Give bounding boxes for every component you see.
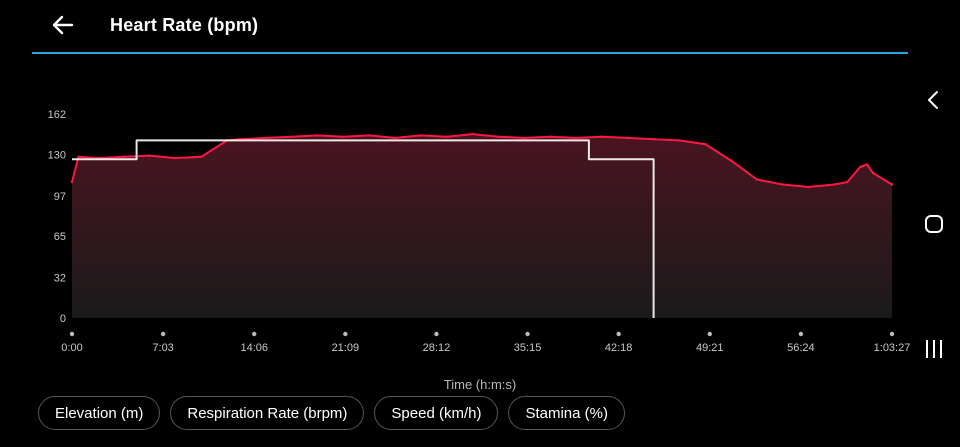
heart-rate-point: [833, 183, 836, 186]
y-tick-label: 0: [60, 313, 66, 325]
x-axis-title: Time (h:m:s): [443, 377, 517, 392]
heart-rate-point: [174, 156, 177, 160]
heart-rate-point: [368, 134, 371, 137]
y-tick-label: 130: [48, 149, 66, 161]
x-tick-label: 1:03:27: [874, 342, 910, 354]
heart-rate-point: [471, 132, 474, 136]
y-tick-label: 162: [48, 109, 66, 121]
x-tick-label: 14:06: [240, 342, 268, 354]
chip-stamina[interactable]: Stamina (%): [508, 396, 625, 430]
x-tick-label: 21:09: [332, 342, 360, 354]
heart-rate-point: [807, 185, 810, 189]
heart-rate-point: [497, 135, 500, 138]
heart-rate-point: [678, 139, 681, 142]
chevron-left-icon[interactable]: [922, 88, 946, 112]
x-tick-label: 42:18: [605, 342, 633, 354]
x-tick-label: 35:15: [514, 342, 542, 354]
x-tick-dot: [707, 331, 712, 337]
y-tick-label: 65: [54, 231, 66, 243]
heart-rate-point: [290, 135, 293, 138]
y-tick-label: 97: [54, 191, 66, 203]
recents-icon[interactable]: [922, 337, 946, 361]
chip-elevation[interactable]: Elevation (m): [38, 396, 161, 430]
heart-rate-point: [626, 136, 629, 140]
heart-rate-point: [148, 154, 151, 157]
x-tick-label: 7:03: [152, 342, 173, 354]
heart-rate-point: [549, 135, 552, 138]
heart-rate-point: [316, 134, 319, 137]
arrow-left-icon[interactable]: [50, 12, 76, 38]
heart-rate-point: [523, 136, 526, 140]
chip-respiration-rate[interactable]: Respiration Rate (brpm): [170, 396, 365, 430]
heart-rate-area: [72, 134, 892, 318]
x-tick-label: 28:12: [423, 342, 451, 354]
heart-rate-point: [70, 180, 74, 184]
heart-rate-point: [755, 178, 759, 181]
x-tick-dot: [160, 331, 166, 337]
app-header: Heart Rate (bpm): [0, 0, 910, 54]
heart-rate-point: [890, 183, 894, 186]
heart-rate-point: [122, 155, 125, 158]
heart-rate-point: [729, 159, 733, 162]
heart-rate-chart[interactable]: 162 130 97 65 32 0 0:00 7:03 14:06 21:09 28:12 35:1…: [0, 100, 910, 360]
chip-speed[interactable]: Speed (km/h): [374, 396, 499, 430]
page-title: Heart Rate (bpm): [110, 15, 259, 35]
x-tick-dot: [434, 331, 439, 337]
heart-rate-point: [781, 183, 784, 186]
x-tick-dot: [889, 331, 895, 337]
metric-chips: Elevation (m) Respiration Rate (brpm) Sp…: [38, 396, 625, 430]
home-square-icon[interactable]: [922, 212, 946, 236]
y-tick-label: 32: [54, 273, 66, 285]
x-tick-dot: [69, 331, 75, 337]
heart-rate-point: [393, 136, 397, 140]
x-tick-dot: [343, 331, 348, 337]
heart-rate-point: [342, 135, 345, 138]
heart-rate-point: [865, 163, 868, 166]
x-tick-label: 0:00: [61, 342, 82, 354]
heart-rate-point: [652, 138, 655, 141]
x-tick-dot: [252, 331, 257, 337]
heart-rate-point: [419, 134, 423, 137]
x-tick-dot: [616, 331, 621, 337]
heart-rate-point: [704, 143, 707, 146]
heart-rate-point: [859, 165, 862, 169]
heart-rate-point: [846, 180, 849, 184]
heart-rate-point: [77, 155, 80, 158]
header-divider: [32, 52, 908, 54]
heart-rate-point: [872, 172, 875, 175]
heart-rate-point: [600, 135, 604, 138]
x-tick-dot: [525, 331, 530, 337]
x-tick-label: 56:24: [787, 342, 815, 354]
x-tick-dot: [798, 331, 804, 337]
x-tick-label: 49:21: [696, 342, 724, 354]
target-line: [72, 139, 655, 318]
heart-rate-point: [264, 136, 268, 140]
heart-rate-point: [445, 135, 448, 138]
heart-rate-point: [574, 136, 578, 140]
heart-rate-point: [200, 155, 203, 158]
